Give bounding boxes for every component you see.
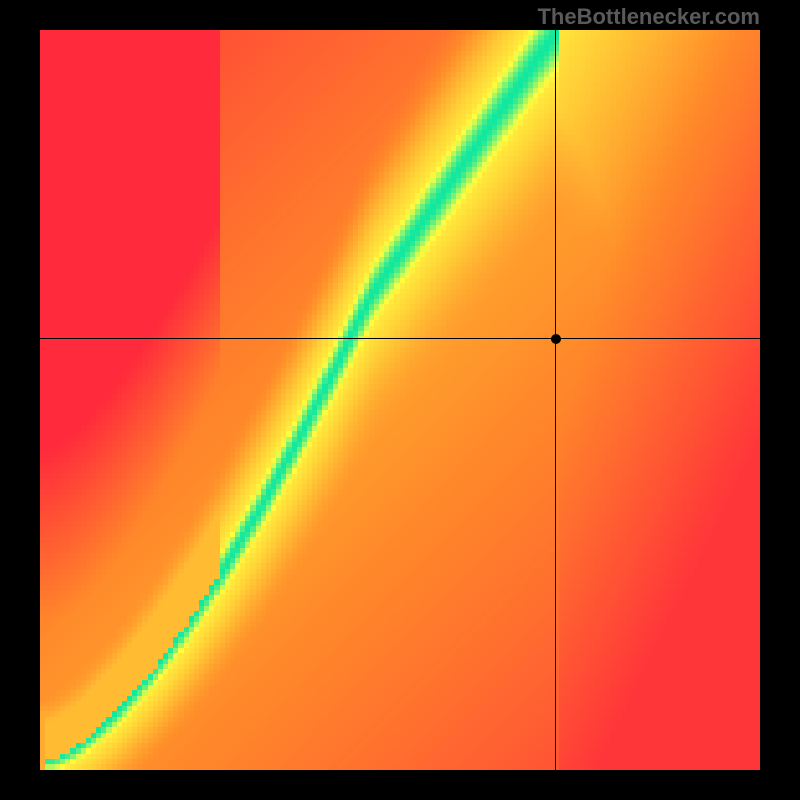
crosshair-vertical [555,30,556,770]
crosshair-horizontal [40,338,760,339]
watermark-text: TheBottlenecker.com [537,4,760,30]
crosshair-marker [551,334,561,344]
bottleneck-heatmap [40,30,760,770]
